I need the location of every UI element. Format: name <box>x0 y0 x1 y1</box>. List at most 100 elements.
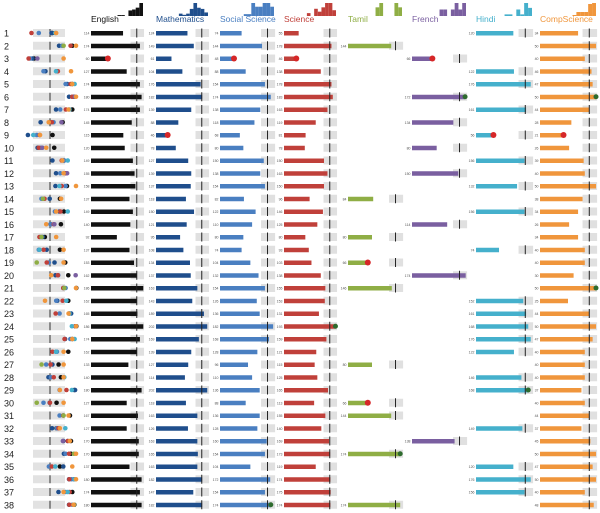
value-bar[interactable] <box>540 31 579 36</box>
value-bar[interactable] <box>91 464 130 470</box>
value-bar[interactable] <box>220 94 271 100</box>
value-bar[interactable] <box>540 400 585 406</box>
value-bar[interactable] <box>540 120 572 125</box>
value-bar[interactable] <box>540 247 585 253</box>
value-bar[interactable] <box>156 337 199 342</box>
value-bar[interactable] <box>284 247 309 253</box>
value-bar[interactable] <box>284 337 327 342</box>
value-bar[interactable] <box>284 171 328 176</box>
value-bar[interactable] <box>91 94 142 100</box>
value-bar[interactable] <box>220 502 271 508</box>
value-bar[interactable] <box>284 120 316 125</box>
value-bar[interactable] <box>220 464 251 470</box>
value-bar[interactable] <box>91 502 142 508</box>
value-bar[interactable] <box>348 362 372 368</box>
value-bar[interactable] <box>476 31 514 36</box>
value-bar[interactable] <box>91 260 135 266</box>
value-bar[interactable] <box>220 324 274 329</box>
value-bar[interactable] <box>540 298 568 304</box>
value-bar[interactable] <box>540 439 591 444</box>
value-bar[interactable] <box>540 464 593 470</box>
value-bar[interactable] <box>412 56 433 62</box>
value-bar[interactable] <box>348 43 392 49</box>
value-bar[interactable] <box>91 490 140 495</box>
value-bar[interactable] <box>540 273 574 278</box>
value-bar[interactable] <box>91 82 140 87</box>
value-bar[interactable] <box>156 31 188 36</box>
value-bar[interactable] <box>284 145 305 151</box>
value-bar[interactable] <box>284 375 318 380</box>
value-bar[interactable] <box>91 439 139 444</box>
value-bar[interactable] <box>156 56 172 62</box>
value-bar[interactable] <box>156 43 194 49</box>
value-bar[interactable] <box>220 362 249 368</box>
value-bar[interactable] <box>91 426 127 431</box>
value-bar[interactable] <box>156 490 194 495</box>
value-bar[interactable] <box>540 388 582 393</box>
value-bar[interactable] <box>220 260 251 266</box>
value-bar[interactable] <box>284 235 306 240</box>
value-bar[interactable] <box>540 260 585 266</box>
value-bar[interactable] <box>348 260 368 266</box>
value-bar[interactable] <box>220 82 265 87</box>
value-bar[interactable] <box>284 286 326 291</box>
value-bar[interactable] <box>284 133 306 138</box>
value-bar[interactable] <box>476 490 525 495</box>
value-bar[interactable] <box>540 235 579 240</box>
value-bar[interactable] <box>220 120 255 125</box>
value-bar[interactable] <box>220 31 242 36</box>
value-bar[interactable] <box>284 107 328 113</box>
value-bar[interactable] <box>220 286 265 291</box>
value-bar[interactable] <box>220 426 258 431</box>
value-bar[interactable] <box>156 133 168 138</box>
value-bar[interactable] <box>156 273 191 278</box>
value-bar[interactable] <box>540 209 579 215</box>
value-bar[interactable] <box>91 222 131 227</box>
column-header-english[interactable]: English <box>91 14 119 24</box>
value-bar[interactable] <box>156 413 198 419</box>
value-bar[interactable] <box>156 426 188 431</box>
value-bar[interactable] <box>91 235 117 240</box>
value-bar[interactable] <box>91 273 137 278</box>
value-bar[interactable] <box>412 171 459 176</box>
value-bar[interactable] <box>156 477 203 482</box>
value-bar[interactable] <box>540 490 585 495</box>
value-bar[interactable] <box>540 43 596 49</box>
value-bar[interactable] <box>540 375 585 380</box>
value-bar[interactable] <box>540 477 596 482</box>
value-bar[interactable] <box>91 413 138 419</box>
column-header-tamil[interactable]: Tamil <box>348 14 368 24</box>
value-bar[interactable] <box>476 209 525 215</box>
value-bar[interactable] <box>156 107 192 113</box>
value-bar[interactable] <box>156 145 176 151</box>
value-bar[interactable] <box>220 400 246 406</box>
value-bar[interactable] <box>91 69 127 74</box>
value-bar[interactable] <box>91 196 130 202</box>
value-bar[interactable] <box>540 362 585 368</box>
value-bar[interactable] <box>284 400 315 406</box>
value-bar[interactable] <box>476 375 522 380</box>
value-bar[interactable] <box>220 145 244 151</box>
value-bar[interactable] <box>284 349 317 355</box>
value-bar[interactable] <box>91 324 144 329</box>
value-bar[interactable] <box>540 222 570 227</box>
value-bar[interactable] <box>412 120 454 125</box>
value-bar[interactable] <box>156 235 181 240</box>
value-bar[interactable] <box>284 439 330 444</box>
value-bar[interactable] <box>412 222 448 227</box>
value-bar[interactable] <box>156 311 204 317</box>
value-bar[interactable] <box>220 311 260 317</box>
value-bar[interactable] <box>156 451 198 457</box>
value-bar[interactable] <box>284 311 319 317</box>
value-bar[interactable] <box>156 349 192 355</box>
value-bar[interactable] <box>91 349 137 355</box>
value-bar[interactable] <box>220 196 244 202</box>
column-header-science[interactable]: Science <box>284 14 315 24</box>
value-bar[interactable] <box>348 400 368 406</box>
value-bar[interactable] <box>220 43 263 49</box>
value-bar[interactable] <box>156 184 191 189</box>
value-bar[interactable] <box>156 502 203 508</box>
value-bar[interactable] <box>476 69 514 74</box>
value-bar[interactable] <box>220 490 265 495</box>
value-bar[interactable] <box>220 273 259 278</box>
